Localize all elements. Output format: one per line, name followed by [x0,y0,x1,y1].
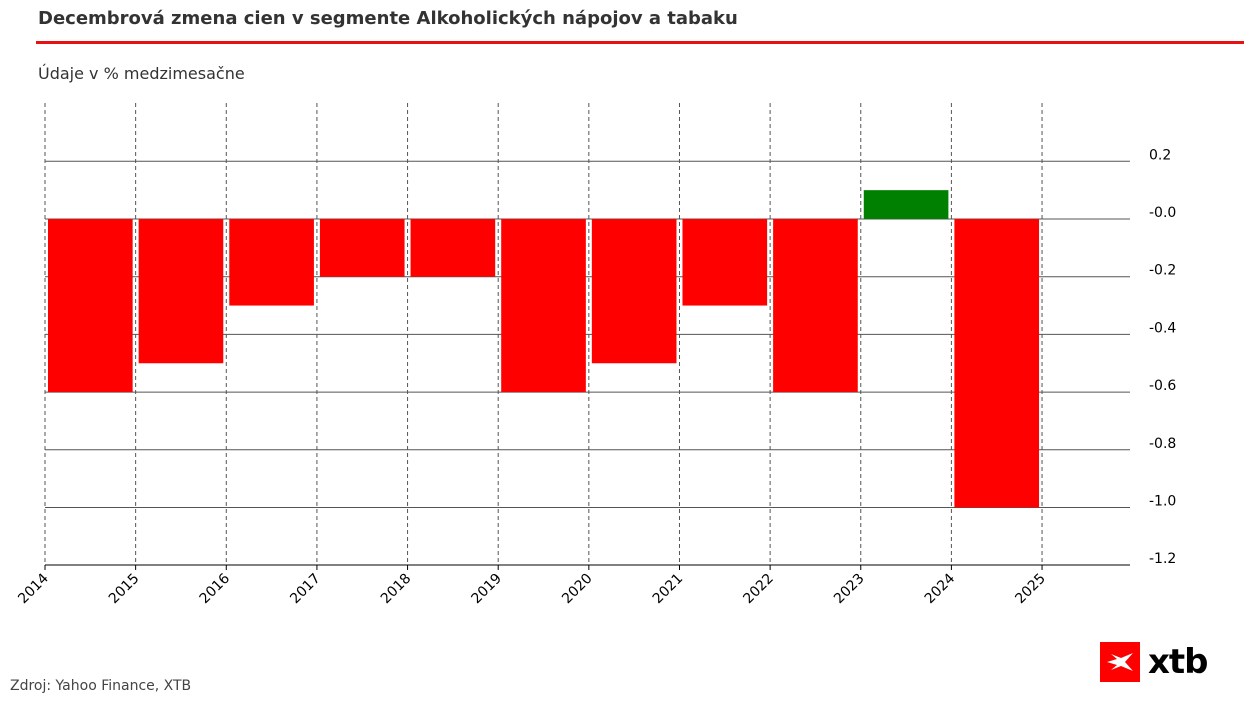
chart-subtitle: Údaje v % medzimesačne [38,64,245,83]
y-tick-label: 0.2 [1149,147,1171,163]
bar-2017 [319,219,405,277]
x-tick-label: 2020 [559,571,596,608]
y-tick-label: -0.4 [1149,320,1176,336]
logo-icon [1100,642,1140,682]
x-tick-label: 2024 [922,570,959,607]
bar-2018 [410,219,496,277]
y-tick-label: -0.2 [1149,263,1176,279]
x-tick-label: 2021 [650,571,687,608]
title-underline [36,41,1244,44]
bar-2014 [48,219,133,393]
y-tick-label: -1.2 [1149,551,1176,567]
bar-2024 [954,219,1040,508]
logo-text: xtb [1148,642,1209,682]
y-tick-label: -0.0 [1149,205,1176,221]
x-tick-label: 2018 [378,571,415,608]
x-tick-label: 2025 [1012,571,1049,608]
bar-2020 [591,219,677,364]
bar-2021 [682,219,768,306]
x-tick-label: 2016 [197,570,234,607]
bar-2015 [138,219,224,364]
x-tick-label: 2015 [106,571,143,608]
bar-2019 [501,219,586,393]
chart-title: Decembrová zmena cien v segmente Alkohol… [38,8,738,29]
x-tick-label: 2022 [740,571,777,608]
x-tick-label: 2017 [287,571,324,608]
x-tick-label: 2023 [831,571,868,608]
source-note: Zdroj: Yahoo Finance, XTB [10,678,192,694]
bar-2023 [863,190,949,219]
xtb-logo: xtb [1100,642,1209,682]
bar-2016 [229,219,314,306]
y-tick-label: -1.0 [1149,494,1176,510]
x-tick-label: 2014 [15,570,52,607]
y-tick-label: -0.6 [1149,378,1176,394]
bar-2022 [773,219,858,393]
x-tick-label: 2019 [469,571,506,608]
y-tick-label: -0.8 [1149,436,1176,452]
